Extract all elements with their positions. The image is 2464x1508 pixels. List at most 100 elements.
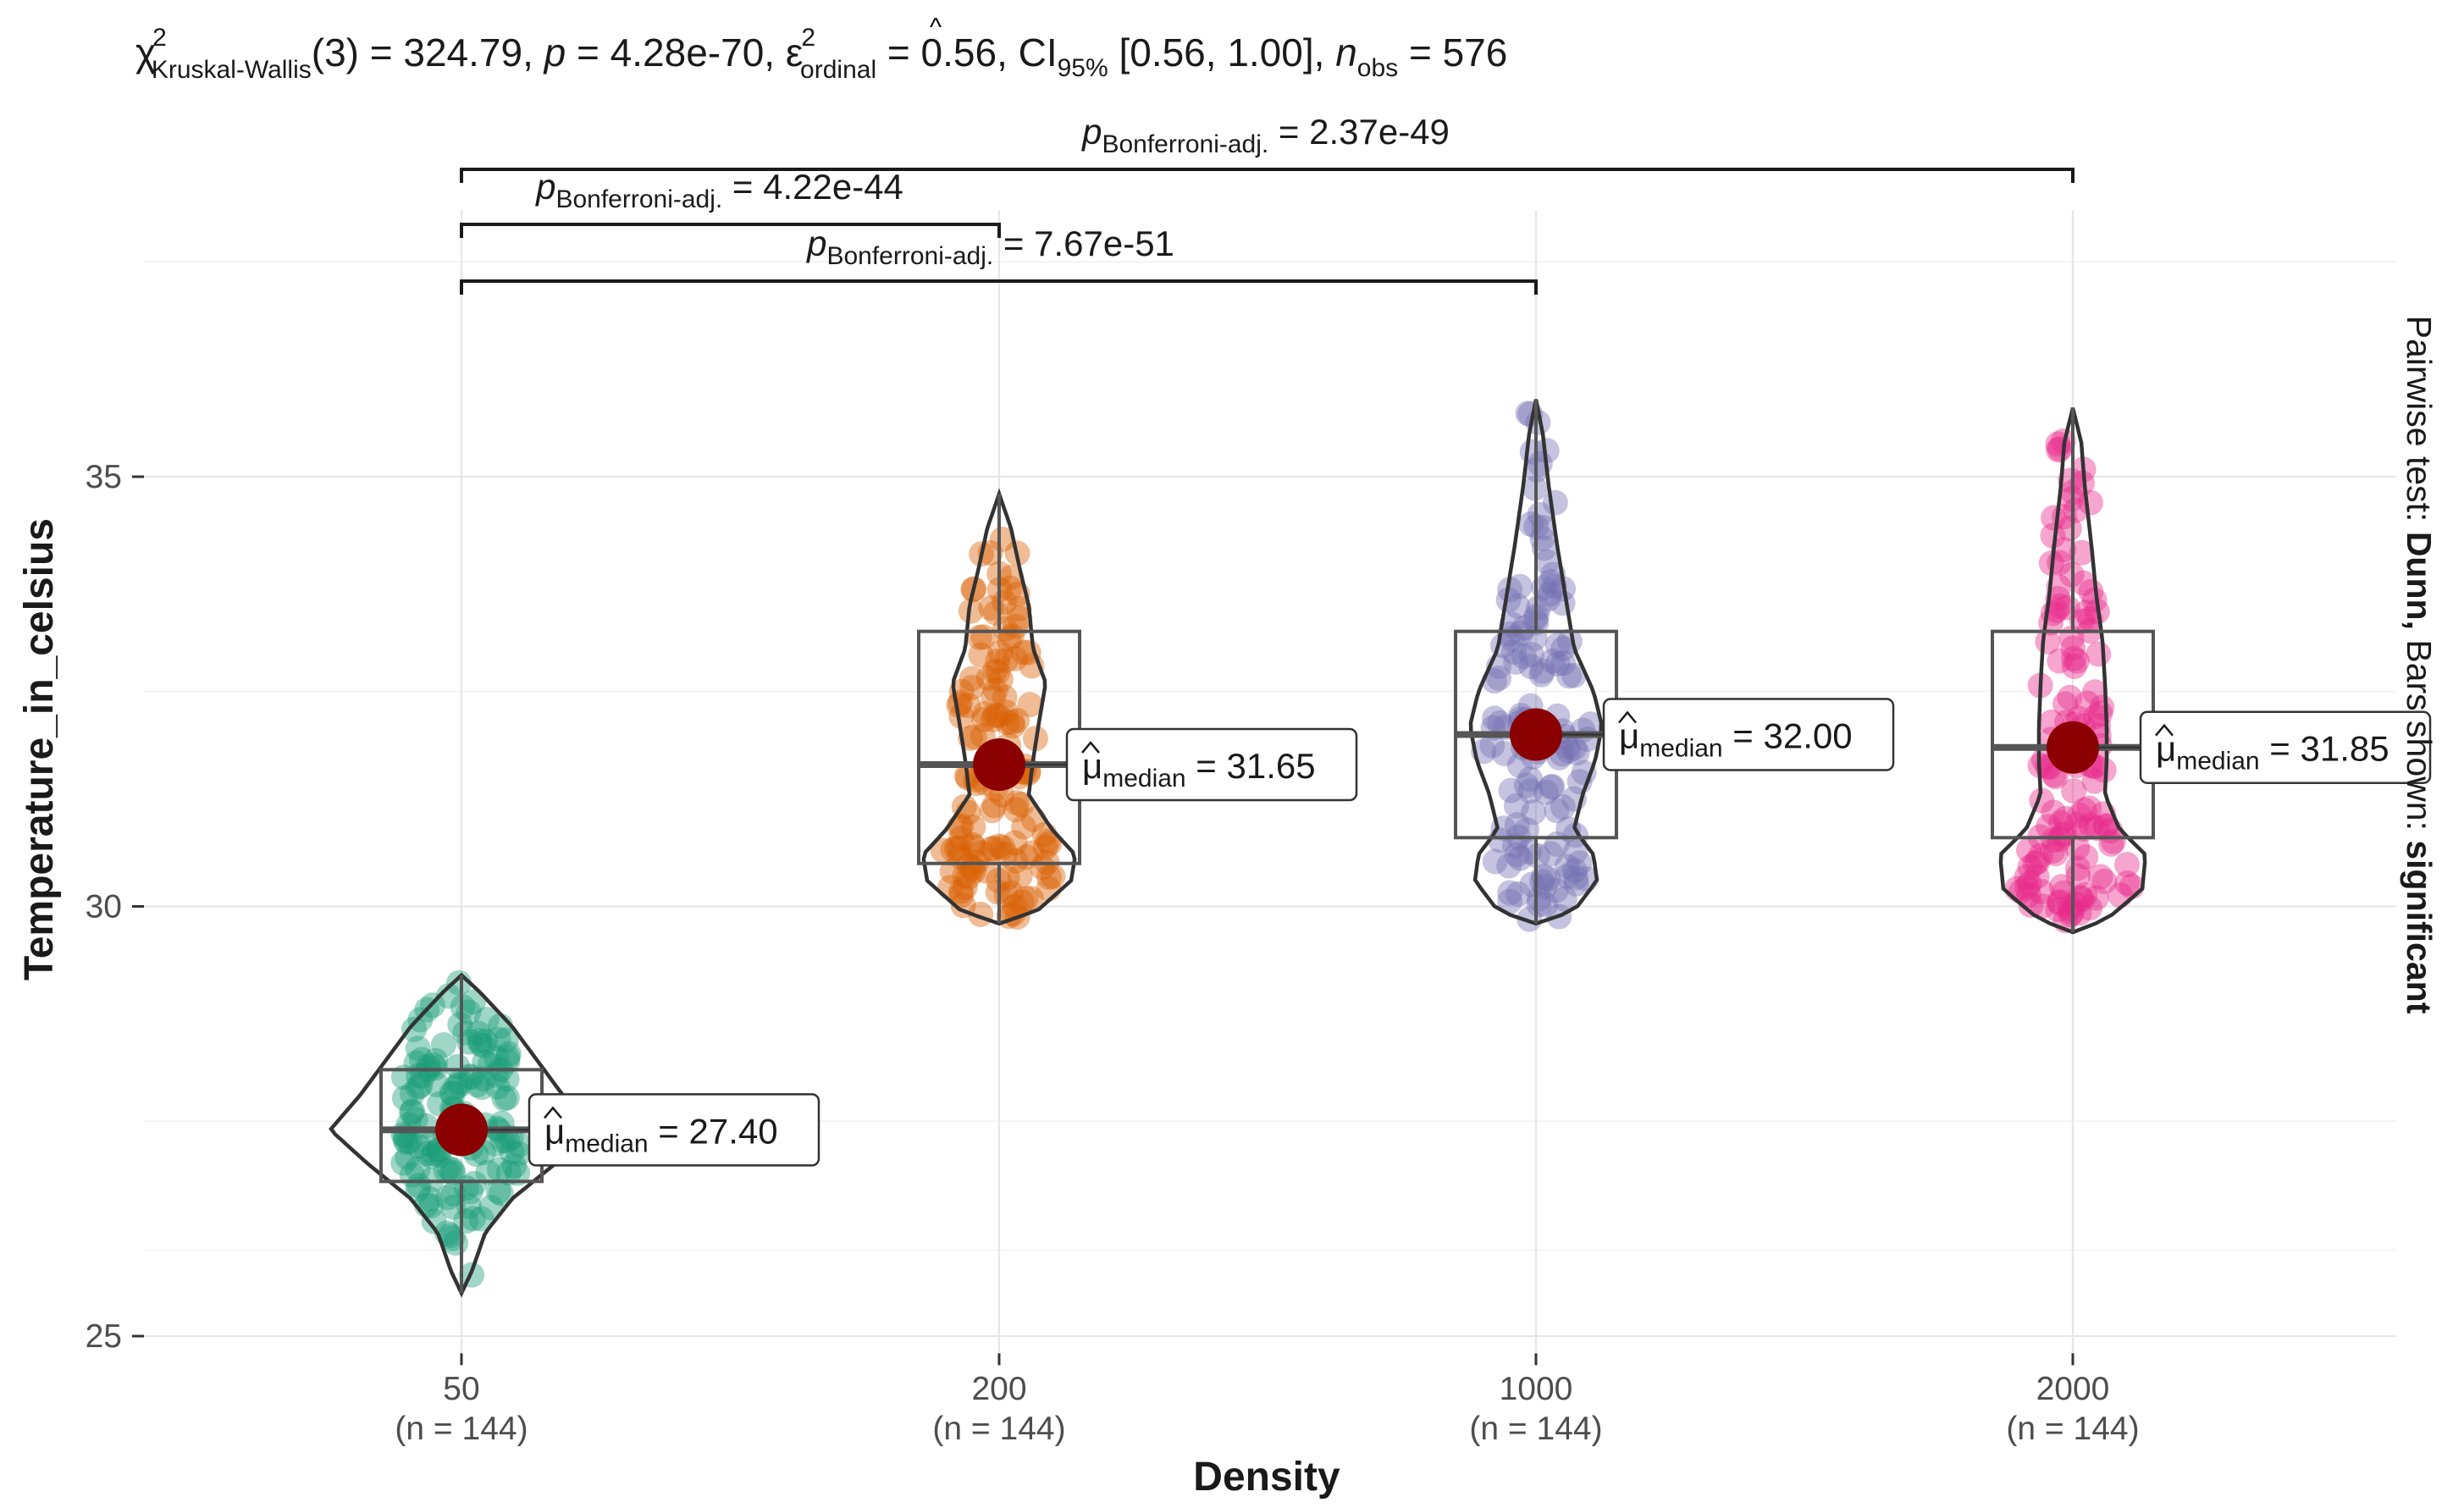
data-point — [947, 878, 974, 904]
data-point — [435, 983, 461, 1009]
data-point — [1561, 735, 1588, 761]
data-point — [399, 1081, 425, 1108]
data-point — [956, 853, 982, 879]
data-point — [2061, 778, 2087, 804]
x-tick-label: 200 — [971, 1371, 1026, 1407]
data-point — [483, 1045, 510, 1071]
data-point — [992, 841, 1019, 867]
data-point — [2064, 648, 2091, 674]
hat-accent — [544, 1106, 562, 1119]
data-point — [1003, 848, 1029, 874]
data-point — [948, 882, 975, 909]
data-point — [972, 700, 998, 726]
data-point — [405, 1156, 431, 1182]
data-point — [407, 1073, 434, 1099]
data-point — [2029, 893, 2055, 920]
x-tick-count: (n = 144) — [932, 1411, 1065, 1447]
data-point — [447, 1069, 473, 1096]
data-point — [1511, 615, 1537, 641]
data-point — [2074, 690, 2100, 716]
data-point — [2076, 795, 2102, 821]
data-point — [391, 1085, 417, 1111]
data-point — [2036, 814, 2062, 840]
data-point — [423, 1055, 449, 1081]
data-point — [396, 1128, 423, 1154]
data-point — [940, 837, 966, 863]
data-point — [1505, 881, 1532, 907]
median-label: μmedian = 31.85 — [2156, 729, 2389, 776]
data-point — [440, 1160, 467, 1186]
data-point — [1544, 651, 1571, 677]
data-point — [994, 865, 1020, 892]
data-point — [1503, 649, 1529, 675]
data-point — [1532, 874, 1558, 900]
ci-value: [0.56, 1.00], — [1108, 30, 1336, 75]
data-point — [402, 1107, 428, 1133]
data-point — [416, 1131, 442, 1157]
chi-symbol: χ — [135, 30, 156, 75]
data-point — [1503, 793, 1529, 819]
data-point — [2018, 892, 2044, 919]
data-point — [1010, 639, 1036, 666]
data-point — [1495, 587, 1522, 613]
data-point — [430, 1031, 456, 1058]
epsilon-value: = 0.56, CI — [876, 30, 1058, 75]
data-point — [2060, 635, 2086, 661]
data-point — [1497, 621, 1523, 648]
data-point — [2025, 848, 2051, 875]
data-point — [399, 1099, 425, 1125]
data-point — [1487, 710, 1513, 736]
data-point — [1544, 798, 1570, 824]
data-point — [952, 863, 978, 889]
data-point — [1533, 892, 1559, 918]
data-point — [981, 684, 1007, 710]
data-point — [446, 1072, 472, 1098]
data-point — [390, 1150, 417, 1176]
bracket-line — [460, 279, 1538, 295]
data-point — [959, 855, 986, 881]
data-point — [1006, 595, 1032, 621]
data-point — [1497, 888, 1523, 914]
data-point — [2069, 608, 2095, 634]
data-point — [1550, 794, 1576, 820]
data-point — [473, 1006, 500, 1032]
bracket-label: pBonferroni-adj. = 2.37e-49 — [1080, 112, 1450, 158]
data-point — [1517, 766, 1544, 793]
epsilon-symbol: ε — [786, 30, 804, 75]
data-point — [1543, 877, 1569, 903]
data-point — [2040, 838, 2066, 864]
hat-accent — [1618, 710, 1637, 724]
data-point — [2071, 815, 2097, 842]
data-point — [2047, 648, 2073, 674]
grid — [144, 210, 2396, 1354]
data-point — [494, 1128, 521, 1154]
data-point — [1511, 644, 1537, 670]
data-point — [2081, 587, 2108, 613]
caption-middle: Bars shown: — [2400, 630, 2439, 840]
data-point — [982, 677, 1008, 704]
data-point — [1533, 438, 1560, 464]
data-point — [2061, 645, 2087, 671]
data-point — [2078, 812, 2104, 838]
data-point — [405, 1036, 431, 1062]
data-point — [1538, 841, 1564, 867]
data-point — [461, 989, 487, 1015]
epsilon-subscript: ordinal — [800, 56, 876, 84]
data-point — [998, 623, 1025, 649]
data-point — [1007, 605, 1033, 632]
bracket-label: pBonferroni-adj. = 7.67e-51 — [805, 224, 1174, 270]
data-point — [406, 1133, 432, 1159]
data-point — [2047, 889, 2073, 915]
data-point — [948, 703, 975, 729]
data-point — [952, 874, 978, 900]
data-point — [2063, 812, 2089, 838]
data-point — [2057, 895, 2083, 921]
data-point — [1482, 705, 1508, 732]
data-point — [414, 1141, 440, 1167]
y-tick-label: 35 — [86, 459, 122, 495]
data-point — [2098, 831, 2124, 857]
p-label: p — [543, 30, 566, 75]
data-point — [421, 1141, 447, 1167]
data-point — [2017, 854, 2043, 881]
data-point — [2015, 837, 2041, 864]
